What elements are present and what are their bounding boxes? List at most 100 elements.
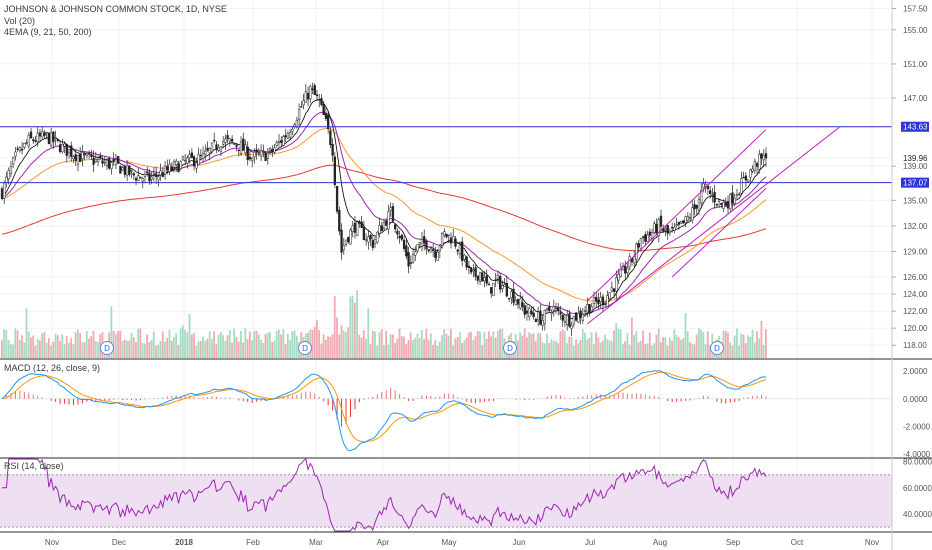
volume-bar (47, 337, 50, 358)
volume-bar (112, 330, 115, 358)
volume-bar (3, 328, 6, 358)
volume-bar (429, 333, 432, 358)
volume-bar (278, 329, 280, 358)
volume-bar (438, 341, 441, 358)
candle-body (259, 150, 263, 157)
volume-bar (572, 345, 575, 358)
volume-bar (686, 331, 689, 358)
candle-body (405, 245, 408, 257)
candle-body (619, 269, 622, 277)
volume-bar (597, 337, 600, 358)
candle-body (411, 254, 415, 263)
candle-body (391, 206, 395, 222)
candle-body (536, 311, 540, 321)
volume-bar (657, 328, 660, 358)
volume-bar (733, 335, 736, 358)
candle-body (697, 199, 701, 211)
volume-bar (751, 329, 754, 358)
candle-body (228, 138, 232, 142)
time-tick-label: May (441, 538, 456, 547)
volume-bar (150, 339, 153, 358)
candle-body (9, 166, 13, 175)
volume-bar (584, 332, 586, 358)
volume-bar (18, 340, 21, 358)
volume-bar (59, 341, 61, 358)
candle-body (36, 132, 39, 142)
candle-body (476, 275, 479, 281)
volume-bar (199, 341, 202, 358)
volume-bar (740, 333, 743, 358)
volume-bar (394, 343, 396, 358)
volume-bar (360, 337, 363, 358)
candle-body (103, 161, 106, 164)
volume-bar (642, 330, 644, 358)
volume-bar (557, 343, 560, 358)
volume-bar (273, 340, 276, 358)
volume-bar (704, 343, 707, 358)
macd-panel (0, 370, 892, 452)
candle-body (262, 150, 265, 152)
last-price-label: 139.96 (903, 154, 928, 163)
volume-bar (677, 337, 680, 358)
candle-body (43, 132, 46, 136)
candle-body (746, 179, 750, 182)
volume-bar (427, 339, 430, 358)
candle-body (427, 249, 430, 251)
candle-body (499, 276, 502, 290)
candle-body (134, 178, 138, 181)
candle-body (633, 256, 636, 264)
time-tick-label: Nov (865, 538, 879, 547)
candle-body (117, 156, 120, 164)
volume-bar (79, 333, 81, 358)
volume-bar (123, 339, 126, 358)
candle-body (3, 182, 6, 199)
volume-bar (286, 333, 289, 358)
volume-bar (179, 328, 182, 358)
candle-body (713, 192, 716, 203)
candle-body (516, 299, 520, 305)
candle-body (349, 229, 352, 245)
volume-bar (496, 330, 499, 358)
candle-body (659, 215, 663, 227)
volume-bar (548, 342, 551, 358)
volume-bar (318, 330, 321, 358)
volume-bar (204, 340, 207, 358)
candle-body (644, 234, 647, 242)
volume-bar (626, 333, 629, 358)
candle-body (313, 85, 316, 96)
candle-body (414, 251, 417, 256)
candle-body (709, 190, 712, 194)
volume-bar (143, 343, 146, 358)
candle-body (628, 256, 631, 268)
candle-body (85, 153, 89, 156)
volume-bar (405, 343, 408, 358)
volume-bar (644, 344, 647, 358)
candle-body (244, 144, 247, 154)
ema-legend: 4EMA (9, 21, 50, 200) (4, 27, 92, 37)
volume-bar (14, 328, 17, 358)
candle-body (458, 244, 462, 255)
candle-body (387, 211, 390, 230)
volume-bar (628, 344, 631, 358)
candle-body (566, 315, 569, 325)
volume-bar (313, 326, 316, 358)
volume-bar (561, 329, 564, 358)
volume-bar (135, 342, 137, 358)
volume-bar (21, 335, 23, 358)
volume-bar (177, 344, 180, 358)
candle-body (452, 235, 455, 243)
candle-body (154, 173, 158, 177)
candle-body (49, 132, 53, 147)
candle-body (309, 86, 312, 100)
volume-bar (30, 337, 32, 358)
volume-bar (43, 331, 46, 358)
candle-body (150, 176, 153, 180)
volume-bar (523, 328, 526, 358)
candle-body (61, 144, 64, 153)
candle-body (738, 193, 741, 195)
volume-bar (539, 333, 542, 358)
candle-body (409, 262, 412, 264)
candle-body (572, 315, 576, 325)
candle-body (123, 166, 127, 175)
